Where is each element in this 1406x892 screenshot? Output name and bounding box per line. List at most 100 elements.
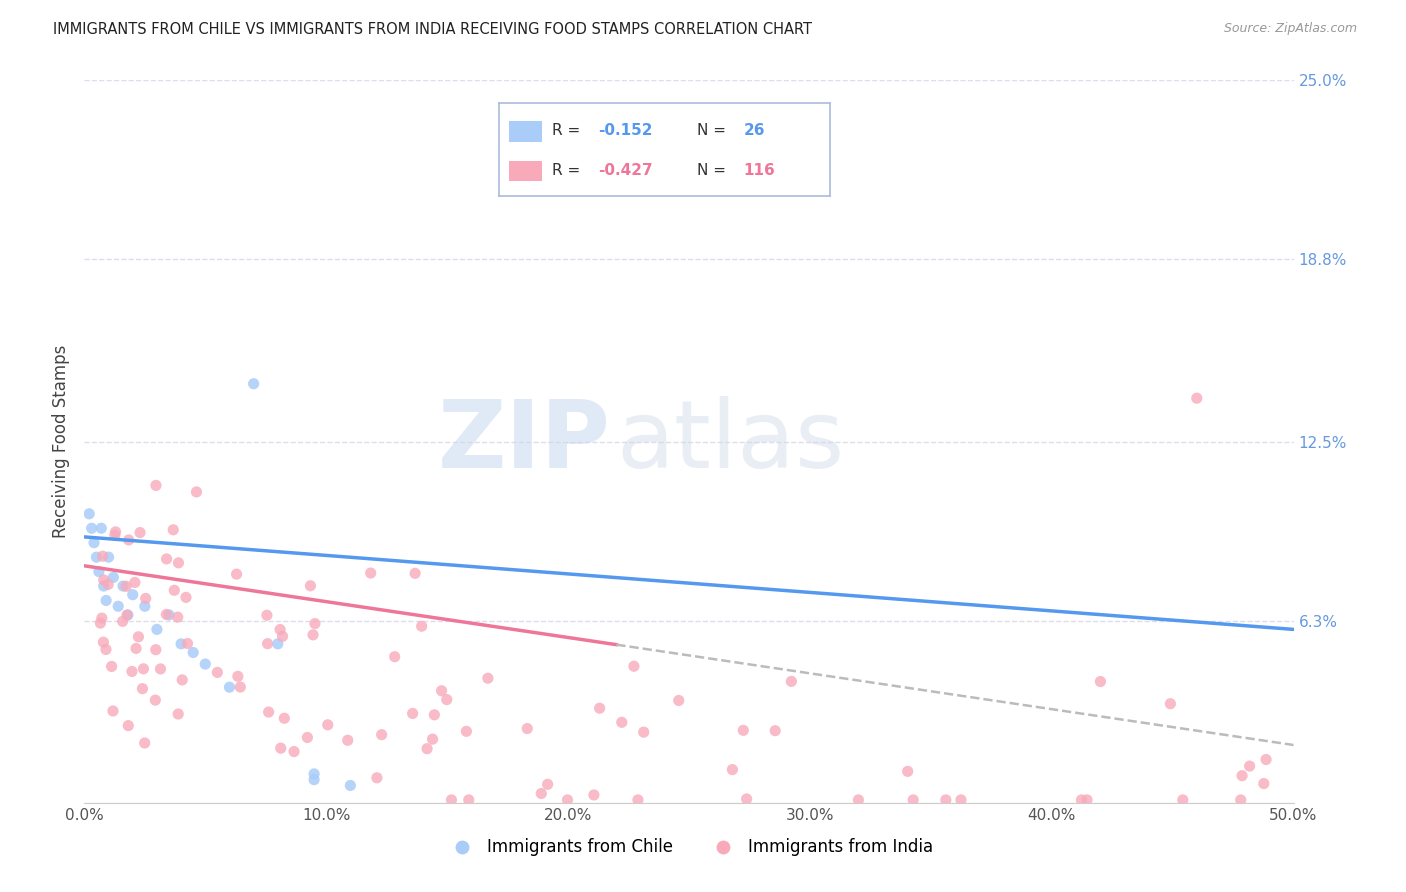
Point bbox=[155, 607, 177, 622]
Point bbox=[80, 521, 103, 535]
Point bbox=[226, 669, 249, 683]
Text: 116: 116 bbox=[744, 162, 775, 178]
Point bbox=[416, 741, 439, 756]
Text: -0.152: -0.152 bbox=[599, 123, 652, 138]
Point bbox=[610, 715, 633, 730]
Point bbox=[134, 599, 156, 614]
Text: Source: ZipAtlas.com: Source: ZipAtlas.com bbox=[1223, 22, 1357, 36]
Point bbox=[77, 507, 100, 521]
Point bbox=[127, 630, 149, 644]
Point bbox=[97, 577, 120, 591]
Point bbox=[121, 588, 143, 602]
Point bbox=[557, 793, 579, 807]
Point bbox=[935, 793, 957, 807]
Point bbox=[170, 637, 193, 651]
Point bbox=[316, 718, 339, 732]
Point bbox=[1230, 769, 1253, 783]
Point bbox=[267, 637, 290, 651]
Point bbox=[582, 788, 605, 802]
Point bbox=[111, 615, 134, 629]
Point bbox=[848, 793, 870, 807]
Point bbox=[117, 607, 139, 622]
Point bbox=[1070, 793, 1092, 807]
Point bbox=[174, 591, 197, 605]
Point bbox=[101, 704, 124, 718]
Point bbox=[145, 642, 167, 657]
Point bbox=[90, 611, 112, 625]
Point bbox=[97, 550, 120, 565]
Point bbox=[627, 793, 650, 807]
Point bbox=[115, 579, 138, 593]
Point bbox=[93, 635, 115, 649]
Point bbox=[167, 556, 190, 570]
Point bbox=[118, 533, 141, 547]
Point bbox=[125, 641, 148, 656]
Point bbox=[733, 723, 755, 738]
Point bbox=[901, 793, 924, 807]
Point bbox=[91, 549, 114, 564]
Point bbox=[516, 722, 538, 736]
Point bbox=[129, 525, 152, 540]
Text: IMMIGRANTS FROM CHILE VS IMMIGRANTS FROM INDIA RECEIVING FOOD STAMPS CORRELATION: IMMIGRANTS FROM CHILE VS IMMIGRANTS FROM… bbox=[53, 22, 813, 37]
Point bbox=[143, 693, 166, 707]
Point bbox=[131, 681, 153, 696]
Point bbox=[456, 724, 478, 739]
Point bbox=[430, 683, 453, 698]
Point bbox=[1171, 793, 1194, 807]
Point bbox=[162, 523, 184, 537]
Point bbox=[271, 629, 294, 643]
Point bbox=[404, 566, 426, 581]
Point bbox=[115, 607, 138, 622]
Point bbox=[146, 623, 169, 637]
Point bbox=[273, 711, 295, 725]
Text: R =: R = bbox=[553, 123, 581, 138]
Text: 26: 26 bbox=[744, 123, 765, 138]
Text: N =: N = bbox=[697, 162, 727, 178]
Point bbox=[339, 779, 361, 793]
Point bbox=[121, 665, 143, 679]
Point bbox=[186, 484, 208, 499]
Point bbox=[103, 570, 125, 584]
Point bbox=[536, 777, 558, 791]
Point bbox=[780, 674, 803, 689]
Point bbox=[401, 706, 423, 721]
Point bbox=[225, 567, 247, 582]
Point bbox=[87, 565, 110, 579]
Point bbox=[735, 792, 758, 806]
Point bbox=[721, 763, 744, 777]
Text: R =: R = bbox=[553, 162, 581, 178]
Point bbox=[1076, 793, 1098, 807]
Point bbox=[257, 705, 280, 719]
Point bbox=[1253, 776, 1275, 790]
Point bbox=[366, 771, 388, 785]
Point bbox=[1090, 674, 1112, 689]
Point bbox=[949, 793, 972, 807]
Point bbox=[117, 718, 139, 732]
Point bbox=[124, 575, 146, 590]
Point bbox=[477, 671, 499, 685]
Point bbox=[145, 478, 167, 492]
Point bbox=[83, 535, 105, 549]
Point bbox=[1159, 697, 1181, 711]
Point bbox=[1254, 752, 1277, 766]
Point bbox=[176, 636, 198, 650]
Point bbox=[93, 573, 115, 587]
Point bbox=[194, 657, 217, 671]
Point bbox=[302, 628, 325, 642]
Point bbox=[94, 642, 117, 657]
Text: ZIP: ZIP bbox=[437, 395, 610, 488]
Point bbox=[172, 673, 194, 687]
Point bbox=[134, 736, 156, 750]
Point bbox=[86, 550, 108, 565]
Point bbox=[360, 566, 382, 580]
Point bbox=[897, 764, 920, 779]
Point bbox=[623, 659, 645, 673]
Point bbox=[283, 745, 305, 759]
Point bbox=[457, 793, 479, 807]
Point bbox=[270, 741, 292, 756]
Point bbox=[297, 731, 319, 745]
Point bbox=[166, 610, 188, 624]
Point bbox=[1229, 793, 1251, 807]
Point bbox=[104, 528, 127, 542]
Point bbox=[302, 772, 325, 787]
